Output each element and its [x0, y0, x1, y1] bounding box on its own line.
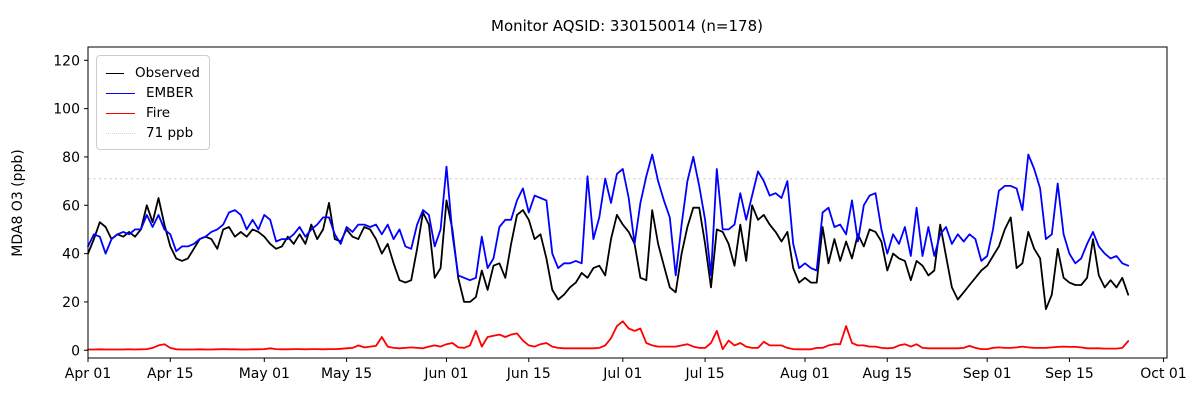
- x-tick-label: Aug 01: [780, 366, 830, 382]
- y-tick-label: 40: [62, 247, 80, 263]
- legend: Observed EMBER Fire 71 ppb: [96, 55, 210, 150]
- legend-label-threshold: 71 ppb: [146, 125, 194, 141]
- x-tick-label: Jul 01: [602, 366, 642, 382]
- threshold-line-sample: [106, 132, 135, 134]
- x-tick-label: Jul 15: [684, 366, 724, 382]
- legend-item-observed: Observed: [106, 63, 200, 83]
- x-tick-label: Jun 01: [423, 366, 468, 382]
- y-tick-label: 120: [53, 53, 80, 69]
- y-tick-label: 100: [53, 102, 80, 118]
- x-tick-label: May 15: [321, 366, 372, 382]
- y-axis-label: MDA8 O3 (ppb): [10, 149, 26, 257]
- y-tick-label: 20: [62, 295, 80, 311]
- legend-item-fire: Fire: [106, 103, 200, 123]
- x-tick-label: Apr 01: [65, 366, 111, 382]
- x-tick-label: Oct 01: [1140, 366, 1186, 382]
- fire-line-sample: [106, 112, 135, 114]
- x-tick-label: Apr 15: [147, 366, 193, 382]
- observed-line-sample: [106, 72, 125, 74]
- x-tick-label: Sep 15: [1045, 366, 1094, 382]
- x-tick-label: Jun 15: [506, 366, 551, 382]
- x-tick-label: May 01: [239, 366, 290, 382]
- ember-line: [87, 153, 1130, 282]
- observed-line: [87, 197, 1130, 311]
- legend-item-ember: EMBER: [106, 83, 200, 103]
- plot-border: [87, 46, 1168, 359]
- legend-label-observed: Observed: [135, 65, 200, 81]
- y-tick-label: 0: [71, 343, 80, 359]
- legend-label-fire: Fire: [146, 105, 171, 121]
- x-tick-label: Aug 15: [862, 366, 912, 382]
- legend-item-threshold: 71 ppb: [106, 123, 200, 143]
- x-tick-label: Sep 01: [963, 366, 1012, 382]
- legend-label-ember: EMBER: [146, 85, 194, 101]
- chart-title: Monitor AQSID: 330150014 (n=178): [491, 17, 763, 35]
- y-tick-label: 80: [62, 150, 80, 166]
- fire-line: [87, 320, 1130, 351]
- y-tick-label: 60: [62, 198, 80, 214]
- ember-line-sample: [106, 92, 135, 94]
